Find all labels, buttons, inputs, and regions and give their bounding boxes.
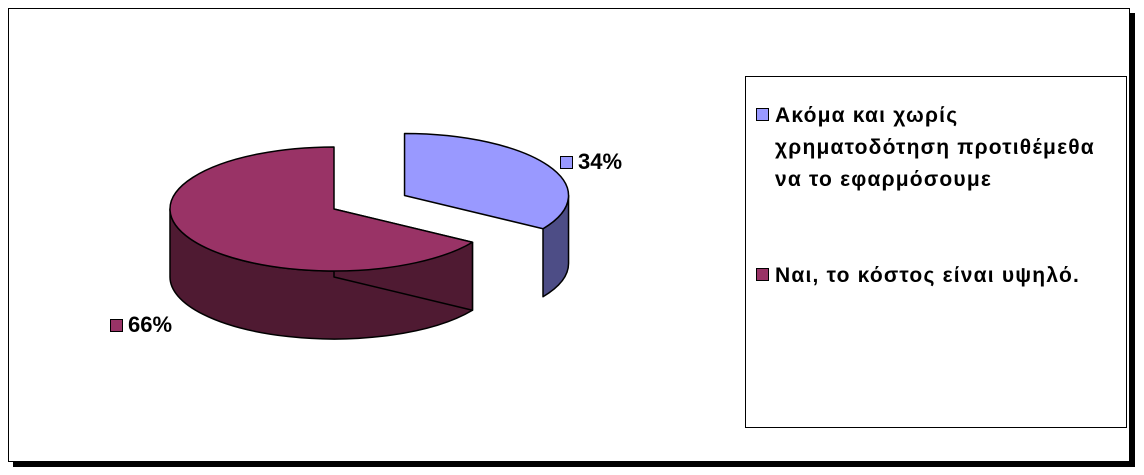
legend-label-2: Ναι, το κόστος είναι υψηλό. <box>775 260 1080 292</box>
data-label-swatch-1 <box>560 156 573 169</box>
legend-item-1: Ακόμα και χωρίς χρηματοδότηση προτιθέμεθ… <box>756 100 1095 196</box>
data-label-text-2: 66% <box>128 312 172 338</box>
legend: Ακόμα και χωρίς χρηματοδότηση προτιθέμεθ… <box>745 76 1127 428</box>
chart-area: 34% 66% Ακόμα και χωρίς χρηματοδότηση πρ… <box>8 8 1130 462</box>
legend-label-1: Ακόμα και χωρίς χρηματοδότηση προτιθέμεθ… <box>775 100 1095 196</box>
data-label-swatch-2 <box>110 319 123 332</box>
legend-swatch-1 <box>756 108 769 121</box>
pie-top-1 <box>405 134 569 229</box>
legend-swatch-2 <box>756 268 769 281</box>
legend-item-2: Ναι, το κόστος είναι υψηλό. <box>756 260 1080 292</box>
data-label-slice-2: 66% <box>110 312 172 338</box>
data-label-text-1: 34% <box>578 149 622 175</box>
data-label-slice-1: 34% <box>560 149 622 175</box>
